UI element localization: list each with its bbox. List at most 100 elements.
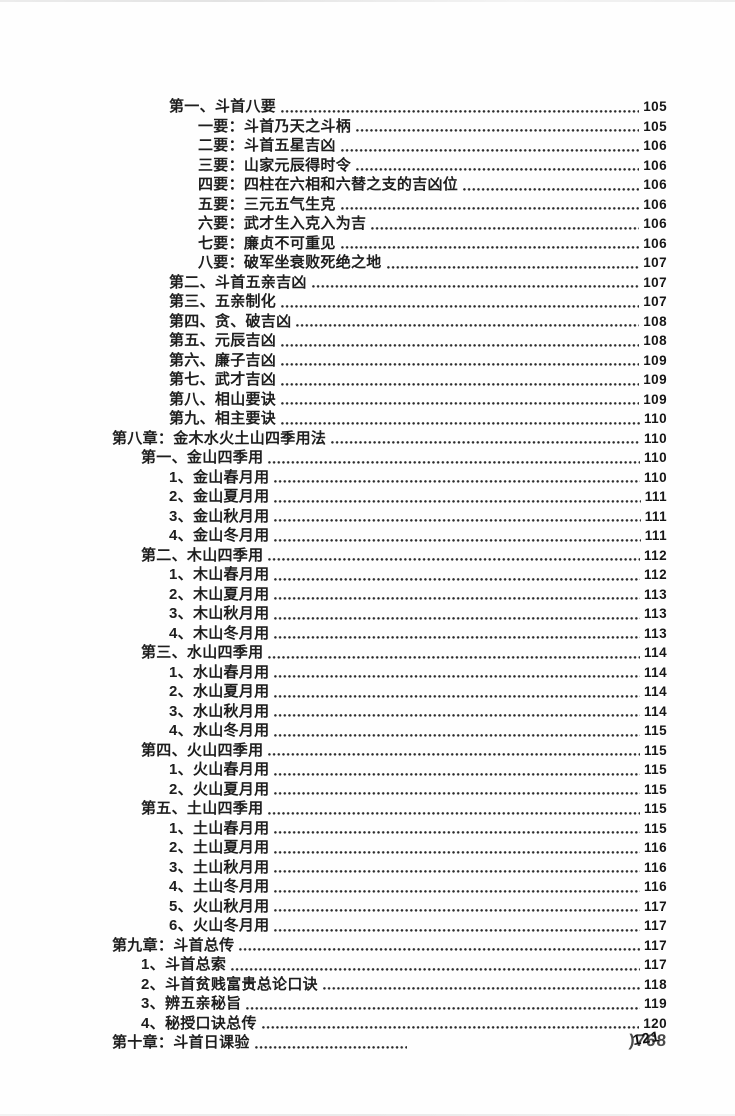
toc-entry-label: 第一、金山四季用: [141, 449, 264, 466]
toc-page-number: 105: [643, 99, 667, 114]
toc-entry-label: 第四、火山四季用: [141, 741, 264, 759]
toc-page-number: 106: [643, 177, 667, 192]
toc-entry-label: 2、水山夏月用: [169, 683, 270, 700]
dot-leader: [356, 168, 640, 171]
toc-entry-label: 第九、相主要诀: [169, 410, 277, 427]
dot-leader: [268, 753, 641, 756]
toc-row: 第一、斗首八要 105: [112, 97, 667, 117]
toc-entry-label: 一要：斗首乃天之斗柄: [198, 117, 352, 135]
dot-leader: [340, 148, 640, 152]
dot-leader: [231, 967, 641, 971]
toc-row: 1、金山春月用 110: [112, 468, 667, 488]
dot-leader: [274, 480, 641, 483]
toc-row: 4、秘授口诀总传 120: [112, 1014, 667, 1034]
toc-page-number: 105: [643, 118, 667, 134]
dot-leader: [340, 246, 640, 249]
toc-page-number: 119: [644, 996, 667, 1011]
dot-leader: [274, 831, 641, 834]
toc-page-number: 113: [644, 625, 667, 641]
toc-row: 四要：四柱在六相和六替之支的吉凶位 106: [112, 175, 667, 195]
toc-entry-label: 1、木山春月用: [169, 566, 270, 583]
toc-entry-label: 第五、元辰吉凶: [169, 332, 277, 349]
toc-page-number: 111: [644, 508, 667, 524]
toc-row: 2、木山夏月用 113: [112, 585, 667, 605]
toc-row: 2、火山夏月用 115: [112, 780, 667, 800]
dot-leader: [331, 441, 641, 444]
toc-page-number: 120: [643, 1015, 667, 1031]
toc-page-number: 116: [644, 859, 667, 875]
toc-page-number: 114: [644, 645, 667, 660]
toc-row: 1、木山春月用 112: [112, 565, 667, 585]
dot-leader: [274, 909, 641, 912]
dot-leader: [356, 129, 640, 132]
toc-row: 五要：三元五气生克 106: [112, 195, 667, 215]
toc-row: 一要：斗首乃天之斗柄 105: [112, 117, 667, 137]
toc-page-number: 115: [644, 781, 667, 797]
dot-leader: [371, 226, 640, 230]
toc-entry-label: 4、土山冬月用: [169, 878, 270, 895]
toc-row: 第三、水山四季用 114: [112, 643, 667, 663]
toc-page-number: 117: [644, 898, 667, 914]
toc-row: 5、火山秋月用 117: [112, 897, 667, 917]
dot-leader: [281, 304, 640, 308]
toc-page-number: 106: [643, 157, 667, 173]
toc-row: 1、斗首总索 117: [112, 955, 667, 975]
toc-page-number: 113: [644, 606, 667, 621]
toc-row: 2、斗首贫贱富贵总论口诀 118: [112, 975, 667, 995]
toc-row: 1、火山春月用 115: [112, 760, 667, 780]
toc-entry-label: 3、辨五亲秘旨: [141, 995, 242, 1012]
toc-entry-label: 第五、土山四季用: [141, 800, 264, 817]
toc-page-number: 110: [644, 450, 667, 465]
toc-entry-label: 八要：破军坐衰败死绝之地: [198, 254, 382, 271]
dot-leader: [246, 1006, 641, 1010]
toc-entry-label: 6、火山冬月用: [169, 917, 270, 934]
toc-entry-label: 七要：廉贞不可重见: [198, 234, 336, 252]
toc-entry-label: 3、水山秋月用: [169, 702, 270, 720]
toc-row: 第九章：斗首总传 117: [112, 936, 667, 956]
toc-row: 第一、金山四季用 110: [112, 448, 667, 468]
toc-row: 第十章：斗首日课验)768 121: [112, 1029, 668, 1053]
toc-row: 八要：破军坐衰败死绝之地 107: [112, 253, 667, 273]
dot-leader: [281, 363, 640, 366]
toc-page-number: 110: [644, 411, 667, 426]
toc-entry-label: 第二、木山四季用: [141, 546, 264, 564]
scan-edge-bottom: [0, 1114, 735, 1116]
dot-leader: [296, 324, 640, 327]
dot-leader: [281, 109, 640, 113]
dot-leader: [274, 636, 641, 639]
dot-leader: [281, 382, 640, 386]
dot-leader: [340, 207, 640, 210]
dot-leader: [268, 655, 641, 659]
toc-page-number: 115: [644, 801, 667, 816]
toc-row: 3、木山秋月用 113: [112, 604, 667, 624]
toc-row: 六要：武才生入克入为吉 106: [112, 214, 667, 234]
dot-leader: [274, 538, 641, 542]
dot-leader: [274, 616, 641, 620]
toc-row: 第八、相山要诀 109: [112, 390, 667, 410]
toc-page-number: 107: [643, 274, 667, 290]
toc-page-number: 107: [643, 255, 667, 270]
toc-entry-label: 4、秘授口诀总传: [141, 1014, 257, 1032]
toc-row: 第四、火山四季用 115: [112, 741, 667, 761]
toc-row: 三要：山家元辰得时令 106: [112, 156, 667, 176]
toc-row: 3、水山秋月用 114: [112, 702, 667, 722]
toc-entry-label: 第七、武才吉凶: [169, 371, 277, 388]
dot-leader: [274, 499, 641, 503]
toc-row: 第九、相主要诀 110: [112, 409, 667, 429]
toc-row: 4、土山冬月用 116: [112, 877, 667, 897]
toc-row: 第三、五亲制化 107: [112, 292, 667, 312]
toc-entry-label: 2、斗首贫贱富贵总论口诀: [141, 975, 318, 993]
toc-page-number: 114: [644, 664, 667, 680]
dot-leader: [274, 519, 641, 522]
toc-page-number: 118: [644, 976, 667, 992]
toc-entry-label: 第九章：斗首总传: [112, 936, 235, 954]
toc-row: 3、土山秋月用 116: [112, 858, 667, 878]
toc-entry-label: 第六、廉子吉凶: [169, 351, 277, 369]
toc-entry-label: 第三、水山四季用: [141, 644, 264, 661]
toc-entry-label: 1、斗首总索: [141, 956, 227, 973]
toc-row: 第二、木山四季用 112: [112, 546, 667, 566]
toc-page-number: 115: [644, 762, 667, 777]
dot-leader: [274, 714, 641, 717]
toc-row: 4、水山冬月用 115: [112, 721, 667, 741]
